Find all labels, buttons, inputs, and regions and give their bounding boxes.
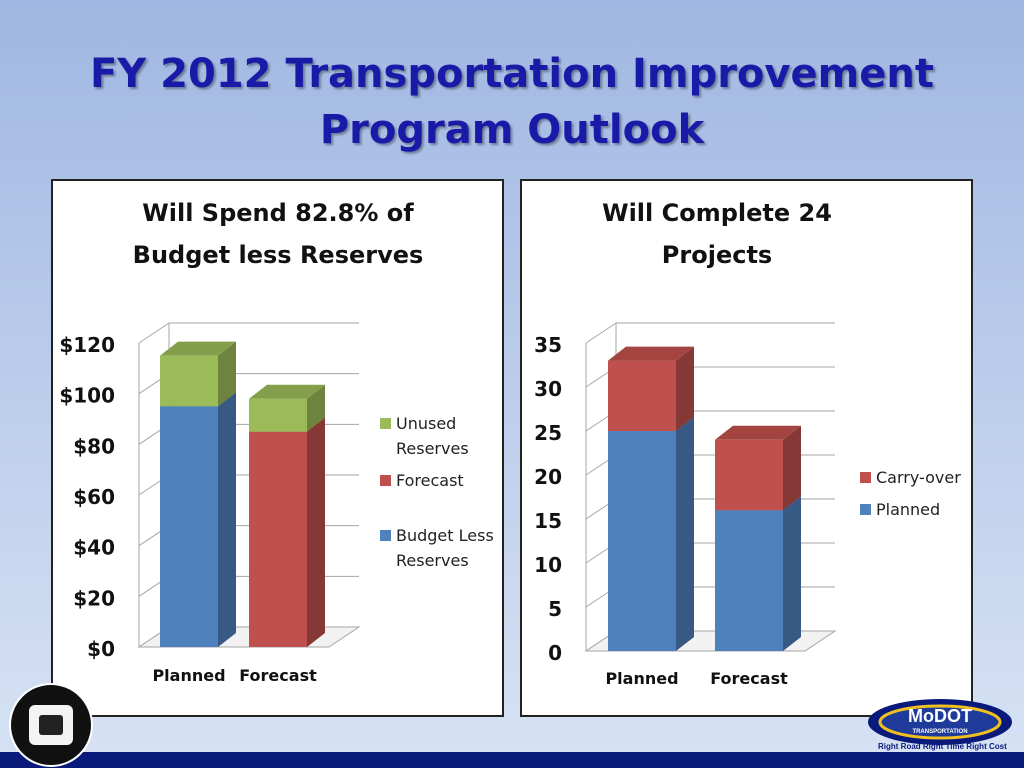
slide-title-line-1: FY 2012 Transportation Improvement xyxy=(89,51,935,97)
seal-icon xyxy=(9,683,93,767)
bar-planned-planned xyxy=(608,431,676,651)
legend-label: Forecast xyxy=(396,471,464,490)
y-tick-label: 25 xyxy=(534,421,562,445)
logo-text: MoDOT xyxy=(908,706,972,726)
bar-planned-forecast xyxy=(715,510,783,651)
bar-top xyxy=(608,346,694,361)
legend-swatch xyxy=(380,418,391,429)
legend-label: Planned xyxy=(876,500,940,519)
bar-side xyxy=(218,341,236,407)
legend-swatch xyxy=(860,472,871,483)
x-category-label: Forecast xyxy=(239,666,317,685)
legend-label: Carry-over xyxy=(876,468,961,487)
modot-logo-icon: MoDOT TRANSPORTATION xyxy=(868,699,1012,745)
chart-title-line: Will Spend 82.8% of xyxy=(142,199,414,227)
gridline-side xyxy=(585,322,617,344)
logo-subtext: TRANSPORTATION xyxy=(912,729,967,735)
bar-top xyxy=(715,425,801,440)
bar-forecast-forecast xyxy=(249,431,307,647)
bar-top xyxy=(249,384,325,399)
y-tick-label: 15 xyxy=(534,509,562,533)
y-tick-label: 30 xyxy=(534,377,562,401)
bar-side xyxy=(218,392,236,647)
chart-title-line: Projects xyxy=(662,241,772,269)
y-tick-label: 35 xyxy=(534,333,562,357)
y-tick-label: 20 xyxy=(534,465,562,489)
y-tick-label: $0 xyxy=(87,637,115,661)
legend-label: Unused xyxy=(396,414,456,433)
y-tick-label: 0 xyxy=(548,641,562,665)
slide-title-line-2: Program Outlook xyxy=(319,107,705,153)
y-tick-label: $120 xyxy=(59,333,115,357)
slide-title: FY 2012 Transportation Improvement Progr… xyxy=(0,46,1024,158)
x-category-label: Forecast xyxy=(710,669,788,688)
legend-swatch xyxy=(380,475,391,486)
bar-side xyxy=(783,425,801,511)
footer-bar xyxy=(0,752,1024,768)
logo-ring xyxy=(878,704,1002,740)
y-tick-label: 10 xyxy=(534,553,562,577)
bar-budget-less-reserves-planned xyxy=(160,406,218,647)
y-tick-label: $40 xyxy=(73,536,115,560)
bar-side xyxy=(307,384,325,432)
gridline-side xyxy=(138,322,170,344)
y-tick-label: $60 xyxy=(73,485,115,509)
chart-panel-projects: Will Complete 24 Projects 0 5 10 15 20 25 30 35 Pl… xyxy=(520,179,973,717)
bar-side xyxy=(783,496,801,651)
bar-carry-over-forecast xyxy=(715,439,783,511)
legend-label: Budget Less xyxy=(396,526,494,545)
legend-label: Reserves xyxy=(396,439,469,458)
bar-unused-reserves-planned xyxy=(160,355,218,407)
budget-chart: Will Spend 82.8% of Budget less Reserves $… xyxy=(59,199,494,685)
y-tick-label: 5 xyxy=(548,597,562,621)
legend-swatch xyxy=(860,504,871,515)
seal-emblem xyxy=(39,715,63,735)
bar-carry-over-planned xyxy=(608,360,676,431)
x-category-label: Planned xyxy=(152,666,225,685)
bar-top xyxy=(160,341,236,356)
y-tick-label: $100 xyxy=(59,384,115,408)
x-category-label: Planned xyxy=(605,669,678,688)
bar-unused-reserves-forecast xyxy=(249,398,307,432)
chart-title-line: Budget less Reserves xyxy=(133,241,424,269)
y-tick-label: $20 xyxy=(73,586,115,610)
bar-side xyxy=(676,346,694,431)
bar-side xyxy=(307,417,325,647)
tagline: Right Road Right Time Right Cost xyxy=(878,742,1007,751)
chart-title-line: Will Complete 24 xyxy=(602,199,832,227)
projects-chart: Will Complete 24 Projects 0 5 10 15 20 25 30 35 Pl… xyxy=(534,199,961,688)
chart-panel-budget: Will Spend 82.8% of Budget less Reserves $… xyxy=(51,179,504,717)
legend-swatch xyxy=(380,530,391,541)
y-tick-label: $80 xyxy=(73,434,115,458)
bar-side xyxy=(676,417,694,651)
legend-label: Reserves xyxy=(396,551,469,570)
